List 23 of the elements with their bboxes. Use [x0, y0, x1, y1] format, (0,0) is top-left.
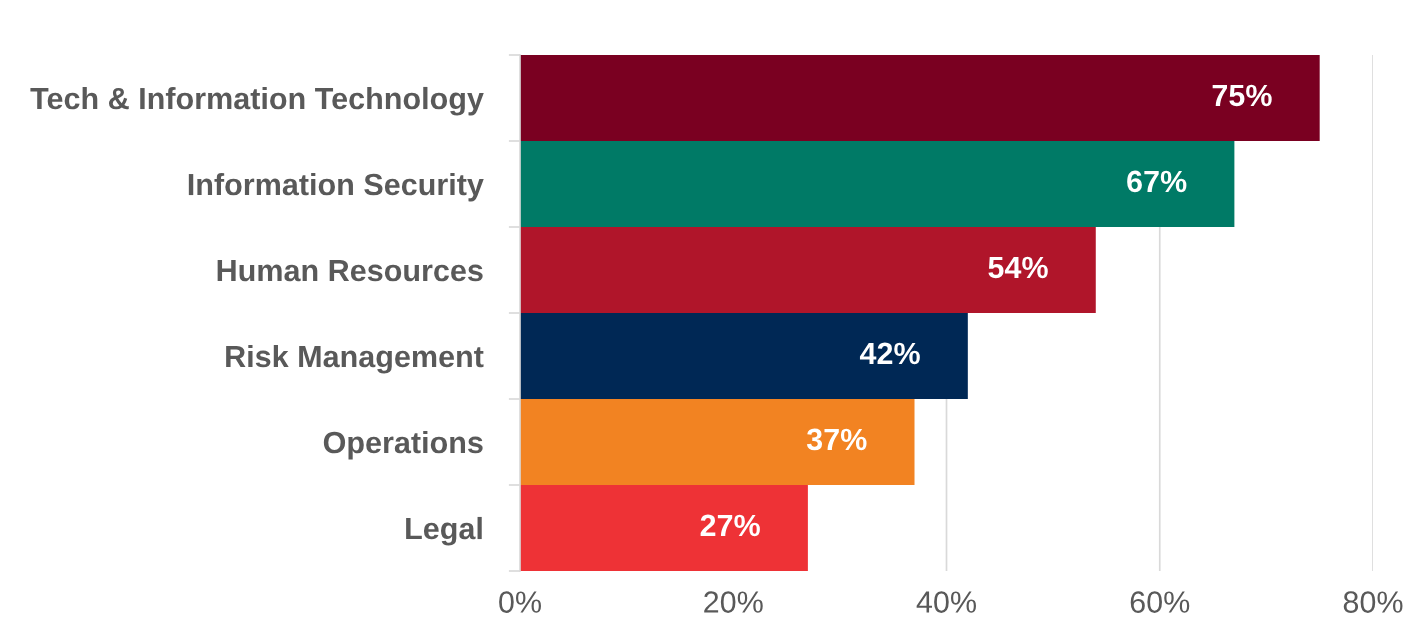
data-label: 75% [1212, 84, 1272, 107]
x-tick-label: 0% [499, 591, 541, 613]
y-tick-label: Human Resources [217, 260, 483, 282]
y-tick-label: Tech & Information Technology [30, 86, 484, 116]
bar [520, 141, 1235, 227]
bar [520, 485, 808, 571]
y-tick-label: Information Security [188, 172, 484, 202]
y-tick-label: Legal [406, 516, 482, 546]
data-label: 54% [988, 256, 1048, 279]
data-label: 27% [700, 514, 760, 537]
bar [520, 55, 1320, 141]
x-tick-label: 60% [1130, 591, 1190, 613]
bar [520, 399, 915, 485]
data-label: 42% [859, 342, 920, 365]
bar [520, 313, 968, 399]
bar [520, 227, 1096, 313]
x-tick-label: 40% [916, 591, 976, 613]
x-tick-label: 80% [1343, 591, 1403, 613]
y-tick-label: Operations [323, 430, 483, 460]
data-label: 67% [1127, 170, 1187, 193]
y-tick-label: Risk Management [226, 344, 484, 374]
x-tick-label: 20% [704, 591, 763, 613]
data-label: 37% [806, 428, 867, 451]
